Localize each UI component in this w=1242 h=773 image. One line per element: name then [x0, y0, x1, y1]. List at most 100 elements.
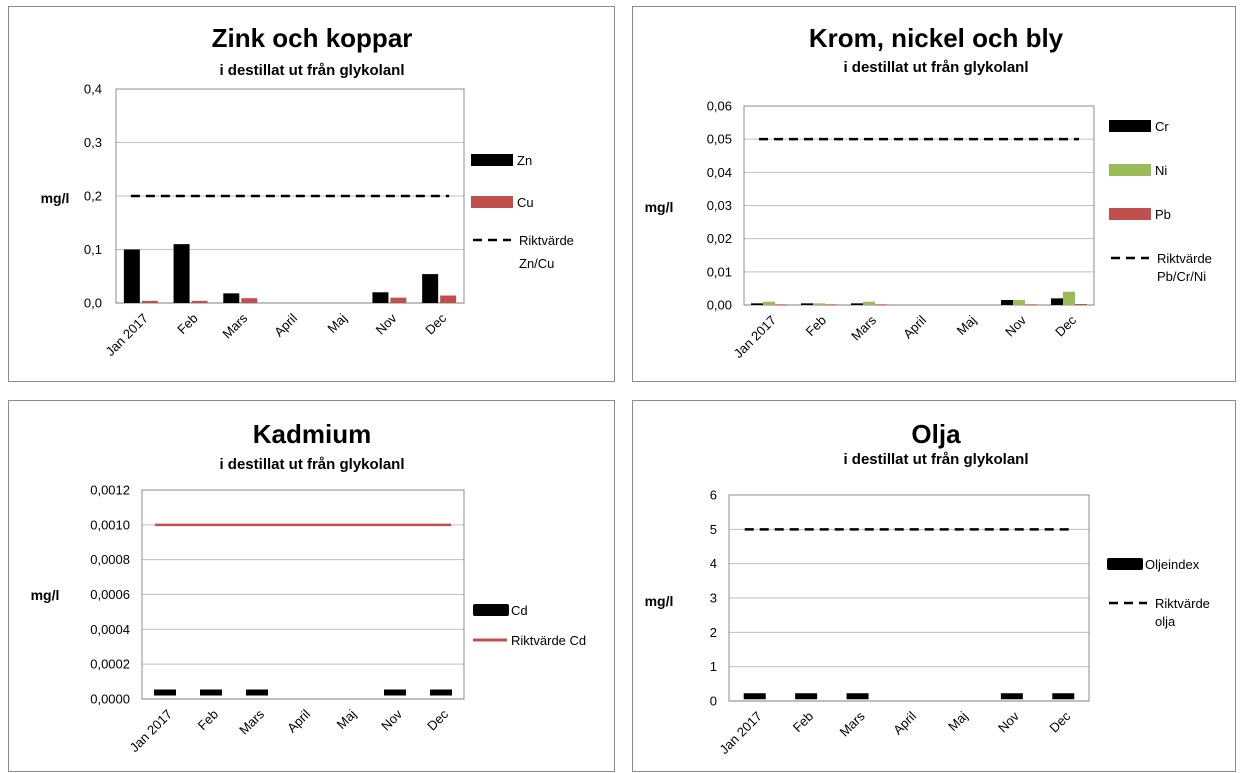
legend-label: Ni	[1155, 163, 1167, 178]
legend-label: Riktvärde	[1157, 251, 1212, 266]
bar-pb	[1075, 304, 1087, 306]
legend-label: Cd	[511, 603, 528, 618]
chart-panel-krom-nickel-bly: Krom, nickel och bly i destillat ut från …	[632, 6, 1236, 382]
y-tick-label: 0,01	[707, 264, 732, 279]
bar-cr	[801, 303, 813, 305]
x-tick-label: April	[271, 310, 300, 339]
bar-cr	[1051, 298, 1063, 305]
legend-label: Cu	[517, 195, 534, 210]
y-tick-label: 0,0000	[90, 692, 130, 707]
x-tick-label: Nov	[1002, 312, 1029, 339]
y-tick-label: 0	[710, 694, 717, 709]
x-tick-label: Nov	[378, 706, 405, 733]
y-tick-label: 0,02	[707, 231, 732, 246]
y-axis-label: mg/l	[31, 587, 60, 603]
legend-label: Oljeindex	[1145, 557, 1200, 572]
y-tick-label: 1	[710, 659, 717, 674]
legend-swatch	[473, 604, 509, 616]
legend-label: Zn/Cu	[519, 256, 554, 271]
x-tick-label: Feb	[174, 311, 200, 337]
chart-kadmium-svg: Kadmium i destillat ut från glykolanl mg/l…	[31, 419, 587, 755]
legend-label: Riktvärde	[519, 233, 574, 248]
y-axis-label: mg/l	[645, 593, 674, 609]
bar-ni	[1013, 300, 1025, 305]
bar-ni	[813, 303, 825, 305]
legend-label: Pb	[1155, 207, 1171, 222]
x-tick-label: Mars	[837, 708, 868, 739]
x-tick-label: Jan 2017	[127, 707, 175, 755]
legend-label: Cr	[1155, 119, 1169, 134]
x-tick-label: Jan 2017	[103, 311, 151, 359]
bar-zn	[123, 249, 140, 303]
chart-subtitle: i destillat ut från glykolanl	[219, 62, 404, 79]
legend-label: olja	[1155, 614, 1176, 629]
bar-zn	[173, 244, 190, 303]
y-tick-label: 2	[710, 625, 717, 640]
chart-subtitle: i destillat ut från glykolanl	[843, 451, 1028, 468]
x-tick-label: Feb	[803, 313, 829, 339]
bar-zn	[223, 293, 240, 303]
y-tick-label: 6	[710, 488, 717, 503]
bar-cr	[851, 303, 863, 305]
y-tick-label: 0,1	[84, 242, 102, 257]
x-tick-label: Mars	[219, 310, 250, 341]
chart-panel-kadmium: Kadmium i destillat ut från glykolanl mg/l…	[8, 400, 615, 772]
bar-ni	[863, 301, 875, 305]
bar-ni	[1063, 291, 1075, 305]
y-tick-label: 0,05	[707, 132, 732, 147]
y-tick-label: 0,06	[707, 99, 732, 114]
bar-cu	[440, 295, 457, 303]
chart-zink-koppar-svg: Zink och koppar i destillat ut från glyko…	[41, 23, 574, 359]
bar-pb	[775, 304, 787, 306]
bar-ni	[763, 301, 775, 305]
chart-subtitle: i destillat ut från glykolanl	[843, 59, 1028, 76]
legend-swatch	[1109, 208, 1151, 220]
chart-title: Krom, nickel och bly	[809, 23, 1064, 53]
chart-panel-zink-koppar: Zink och koppar i destillat ut från glyko…	[8, 6, 615, 382]
x-tick-label: Dec	[424, 706, 451, 733]
legend-label: Riktvärde Cd	[511, 633, 586, 648]
y-tick-label: 0,04	[707, 165, 732, 180]
x-tick-label: Mars	[848, 312, 879, 343]
chart-title: Zink och koppar	[212, 23, 413, 53]
y-tick-label: 3	[710, 591, 717, 606]
x-tick-label: Jan 2017	[731, 313, 779, 361]
bar-pb	[1025, 304, 1037, 306]
y-axis-label: mg/l	[645, 199, 674, 215]
y-tick-label: 0,0006	[90, 587, 130, 602]
bar-pb	[875, 304, 887, 306]
bar-cu	[191, 300, 208, 303]
y-tick-label: 5	[710, 522, 717, 537]
y-tick-label: 0,3	[84, 135, 102, 150]
x-tick-label: Dec	[1046, 708, 1073, 735]
x-tick-label: April	[900, 312, 929, 341]
y-tick-label: 0,0008	[90, 552, 130, 567]
bar-cr	[751, 303, 763, 305]
x-tick-label: Dec	[422, 310, 449, 337]
y-tick-label: 0,0002	[90, 657, 130, 672]
x-tick-label: Feb	[195, 707, 221, 733]
legend-label: Zn	[517, 153, 532, 168]
y-tick-label: 4	[710, 556, 717, 571]
y-tick-label: 0,0012	[90, 483, 130, 498]
legend-label: Riktvärde	[1155, 596, 1210, 611]
bar-cu	[390, 297, 407, 303]
chart-title: Olja	[911, 419, 961, 449]
bar-zn	[372, 292, 389, 303]
x-tick-label: April	[890, 708, 919, 737]
chart-krom-nickel-bly-svg: Krom, nickel och bly i destillat ut från …	[645, 23, 1212, 361]
bar-cu	[241, 298, 258, 303]
chart-title: Kadmium	[253, 419, 371, 449]
x-tick-label: Dec	[1052, 312, 1079, 339]
x-tick-label: Mars	[236, 706, 267, 737]
x-tick-label: Jan 2017	[716, 709, 764, 757]
y-tick-label: 0,0004	[90, 622, 130, 637]
legend-swatch	[1107, 558, 1143, 570]
legend-swatch	[1109, 164, 1151, 176]
y-tick-label: 0,0010	[90, 517, 130, 532]
y-tick-label: 0,4	[84, 82, 102, 97]
legend-swatch	[471, 196, 513, 208]
bar-cu	[141, 300, 158, 303]
bar-pb	[825, 304, 837, 306]
x-tick-label: Feb	[790, 709, 816, 735]
